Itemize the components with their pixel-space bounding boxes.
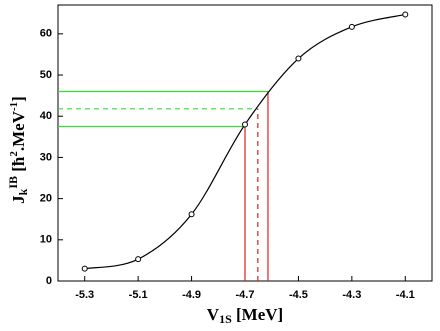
y-label-main: J — [9, 195, 28, 204]
marker — [295, 55, 302, 62]
y-label-sup3: -1 — [8, 102, 20, 111]
y-tick-label: 30 — [40, 151, 52, 163]
x-label-rest: [MeV] — [232, 305, 283, 324]
marker — [135, 256, 142, 263]
x-tick-label: -4.1 — [396, 289, 415, 301]
marker — [81, 265, 88, 272]
x-label-sub: 1S — [219, 312, 232, 326]
y-tick-label: 60 — [40, 28, 52, 40]
y-label-rest3: ] — [9, 96, 28, 102]
x-tick-label: -4.3 — [342, 289, 361, 301]
x-label-main: V — [207, 305, 220, 324]
y-label-rest1: [ħ — [9, 156, 28, 176]
marker — [188, 211, 195, 218]
y-label-sup: IB — [6, 176, 20, 189]
y-tick-label: 20 — [40, 193, 52, 205]
y-tick-label: 50 — [40, 69, 52, 81]
x-axis-label: V1S [MeV] — [207, 305, 283, 326]
y-tick-label: 40 — [40, 110, 52, 122]
x-tick-label: -5.3 — [75, 289, 94, 301]
marker — [348, 23, 355, 30]
marker — [242, 121, 248, 128]
x-tick-label: -5.1 — [129, 289, 148, 301]
x-tick-label: -4.9 — [182, 289, 201, 301]
x-tick-label: -4.7 — [236, 289, 255, 301]
y-label-sub: k — [16, 188, 30, 195]
y-tick-label: 10 — [40, 234, 52, 246]
y-label-sup2: 2 — [8, 151, 20, 157]
y-label-rest2: .MeV — [9, 110, 28, 151]
y-tick-label: 0 — [46, 275, 52, 287]
y-axis-label: JkIB [ħ2.MeV-1] — [6, 96, 30, 204]
marker — [402, 11, 409, 18]
x-tick-label: -4.5 — [289, 289, 308, 301]
